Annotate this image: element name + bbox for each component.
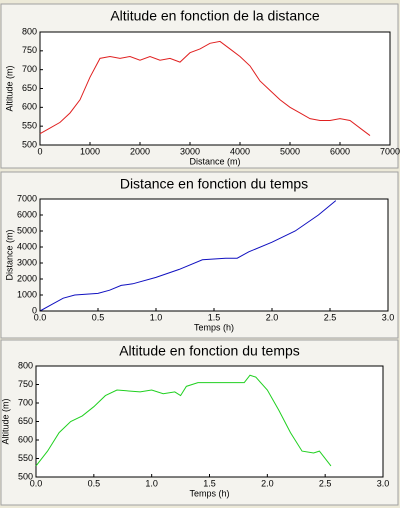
- x-tick-label: 2.0: [266, 312, 279, 322]
- y-tick-label: 650: [18, 416, 33, 426]
- chart-title: Distance en fonction du temps: [120, 176, 308, 192]
- x-tick-label: 7000: [380, 146, 400, 156]
- x-tick-label: 1.5: [208, 312, 221, 322]
- data-line: [35, 374, 332, 467]
- x-tick-label: 3.0: [382, 312, 395, 322]
- y-tick-label: 550: [22, 121, 37, 131]
- data-line: [39, 40, 371, 136]
- y-tick-label: 800: [18, 360, 33, 370]
- x-tick-label: 0: [37, 146, 42, 156]
- x-tick-label: 2.5: [324, 312, 337, 322]
- y-tick-label: 6000: [17, 209, 37, 219]
- y-tick-label: 800: [22, 26, 37, 36]
- x-tick-label: 1000: [80, 146, 100, 156]
- x-tick-label: 0.0: [34, 312, 47, 322]
- x-tick-label: 3.0: [377, 478, 390, 488]
- y-tick-label: 2000: [17, 273, 37, 283]
- x-tick-label: 2.0: [261, 478, 274, 488]
- chart-title: Altitude en fonction de la distance: [110, 8, 320, 24]
- y-tick-label: 3000: [17, 257, 37, 267]
- y-axis-label: Altitude (m): [4, 65, 14, 111]
- x-tick-label: 0.5: [92, 312, 105, 322]
- y-axis-label: Distance (m): [4, 229, 14, 280]
- x-tick-label: 0.5: [88, 478, 101, 488]
- data-line: [39, 200, 337, 312]
- x-axis-label: Distance (m): [189, 156, 240, 166]
- x-tick-label: 1.0: [145, 478, 158, 488]
- y-tick-label: 5000: [17, 225, 37, 235]
- y-tick-label: 700: [22, 64, 37, 74]
- y-tick-label: 0: [32, 305, 37, 315]
- chart-title: Altitude en fonction du temps: [119, 343, 300, 359]
- x-tick-label: 0.0: [30, 478, 43, 488]
- y-tick-label: 650: [22, 83, 37, 93]
- y-tick-label: 600: [22, 102, 37, 112]
- x-tick-label: 2000: [130, 146, 150, 156]
- y-axis-label: Altitude (m): [0, 398, 10, 444]
- x-tick-label: 2.5: [319, 478, 332, 488]
- x-tick-label: 4000: [230, 146, 250, 156]
- x-tick-label: 1.5: [203, 478, 216, 488]
- x-tick-label: 1.0: [150, 312, 163, 322]
- y-tick-label: 750: [18, 379, 33, 389]
- y-tick-label: 500: [22, 139, 37, 149]
- y-tick-label: 1000: [17, 289, 37, 299]
- y-tick-label: 7000: [17, 193, 37, 203]
- x-axis-label: Temps (h): [189, 488, 229, 498]
- x-tick-label: 3000: [180, 146, 200, 156]
- x-tick-label: 6000: [330, 146, 350, 156]
- y-tick-label: 4000: [17, 241, 37, 251]
- y-tick-label: 600: [18, 434, 33, 444]
- x-axis-label: Temps (h): [194, 322, 234, 332]
- y-tick-label: 550: [18, 453, 33, 463]
- plot-area: [39, 198, 389, 312]
- y-tick-label: 750: [22, 45, 37, 55]
- y-tick-label: 700: [18, 397, 33, 407]
- y-tick-label: 500: [18, 471, 33, 481]
- x-tick-label: 5000: [280, 146, 300, 156]
- plot-area: [39, 31, 391, 146]
